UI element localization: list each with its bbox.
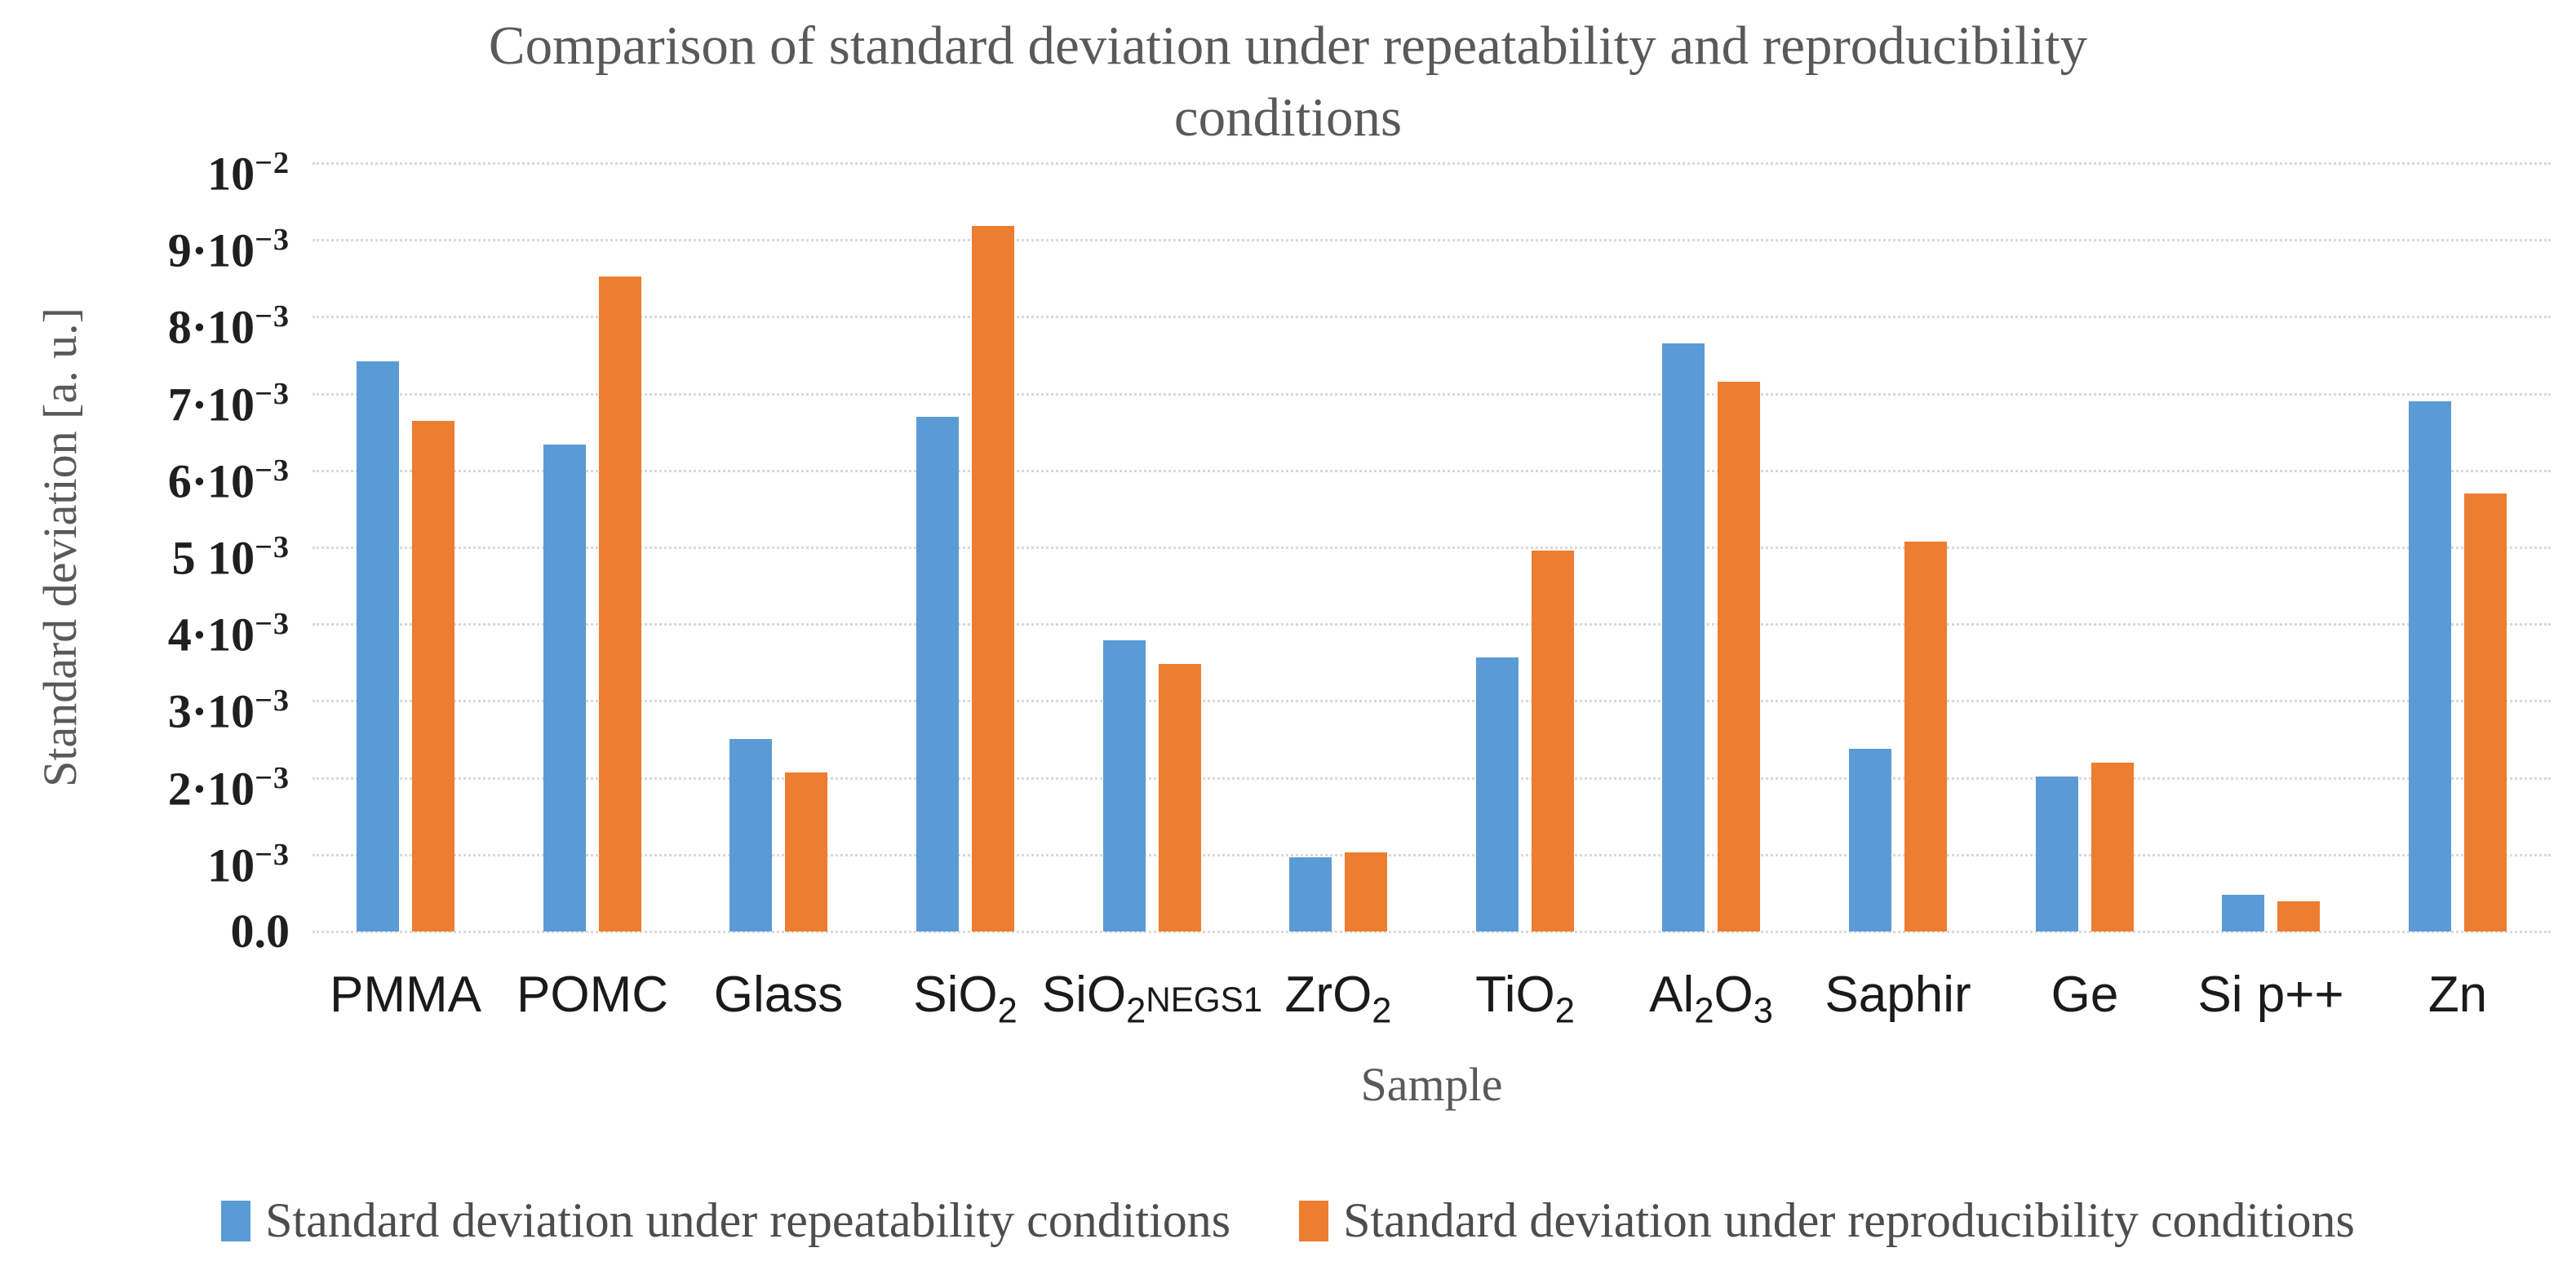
gridline [313,931,2551,933]
legend-label-reproducibility: Standard deviation under reproducibility… [1343,1193,2355,1247]
y-axis: 10−2 9·10−3 8·10−3 7·10−3 6·10−3 5 10−3 4·10−3… [0,0,292,1270]
gridline [313,853,2551,856]
y-tick-label: 0.0 [230,905,290,958]
category-label-Al2O3: Al2O3 [1649,967,1773,1031]
bar-Al2O3-reproducibility [1718,382,1760,931]
bar-ZrO2-reproducibility [1345,852,1387,931]
legend-item-reproducibility: Standard deviation under reproducibility… [1299,1193,2355,1249]
y-tick-label: 4·10−3 [167,607,290,662]
category-label-Glass: Glass [713,967,844,1023]
gridline [313,623,2551,626]
bar-Glass-reproducibility [785,772,827,931]
gridline [313,239,2551,242]
x-axis-title: Sample [1360,1058,1503,1111]
gridline [313,777,2551,780]
bar-Ge-repeatability [2036,777,2078,931]
category-label-SiO2NEGS1: SiO2NEGS1 [1041,967,1263,1031]
bar-Saphir-reproducibility [1904,542,1947,931]
category-label-ZrO2: ZrO2 [1284,967,1392,1031]
bar-SiO2NEGS1-reproducibility [1159,664,1201,931]
bar-Si-p++-reproducibility [2277,901,2320,931]
legend: Standard deviation under repeatability c… [0,1193,2576,1249]
gridline [313,546,2551,549]
bar-TiO2-repeatability [1476,657,1519,931]
y-tick-label: 10−3 [207,837,290,892]
y-tick-label: 9·10−3 [167,223,290,277]
bar-SiO2-repeatability [916,417,959,931]
y-tick-label: 7·10−3 [167,376,290,431]
chart-title: Comparison of standard deviation under r… [0,10,2576,153]
bar-SiO2NEGS1-repeatability [1103,640,1146,931]
bar-Al2O3-repeatability [1662,343,1705,931]
y-tick-label: 10−2 [207,146,290,201]
bar-Si-p++-repeatability [2222,895,2264,931]
y-tick-label: 3·10−3 [167,684,290,738]
y-tick-label: 2·10−3 [167,760,290,815]
bar-POMC-repeatability [543,445,586,931]
bar-Ge-reproducibility [2091,763,2134,931]
plot-area [313,162,2551,933]
bar-PMMA-reproducibility [412,421,454,931]
bar-Saphir-repeatability [1849,749,1891,931]
legend-label-repeatability: Standard deviation under repeatability c… [265,1193,1231,1247]
gridline [313,469,2551,472]
bar-PMMA-repeatability [357,361,399,931]
category-label-Si-p++: Si p++ [2197,967,2344,1023]
bar-TiO2-reproducibility [1532,551,1574,931]
category-label-TiO2: TiO2 [1475,967,1575,1031]
gridline [313,392,2551,396]
legend-swatch-reproducibility [1299,1200,1329,1241]
bar-ZrO2-repeatability [1289,857,1332,931]
gridline [313,316,2551,319]
y-tick-label: 5 10−3 [171,530,290,585]
category-label-POMC: POMC [517,967,668,1023]
bar-Zn-reproducibility [2464,493,2507,931]
category-label-SiO2: SiO2 [913,967,1018,1031]
legend-item-repeatability: Standard deviation under repeatability c… [221,1193,1230,1249]
category-label-PMMA: PMMA [330,967,481,1023]
bar-SiO2-reproducibility [972,226,1014,931]
category-label-Saphir: Saphir [1824,967,1971,1023]
category-label-Ge: Ge [2051,967,2119,1023]
x-axis: PMMA POMC Glass SiO2 SiO2NEGS1 ZrO2 TiO2 Al2O3 S… [313,966,2551,1072]
gridline [313,700,2551,703]
gridline [313,162,2551,165]
bar-POMC-reproducibility [599,277,641,931]
bar-Glass-repeatability [729,739,772,931]
y-tick-label: 6·10−3 [167,453,290,508]
bar-Zn-repeatability [2409,401,2451,931]
legend-swatch-repeatability [221,1200,251,1241]
chart-title-line1: Comparison of standard deviation under r… [488,15,2088,76]
category-label-Zn: Zn [2427,967,2488,1023]
chart-title-line2: conditions [1173,87,1403,148]
y-tick-label: 8·10−3 [167,299,290,354]
